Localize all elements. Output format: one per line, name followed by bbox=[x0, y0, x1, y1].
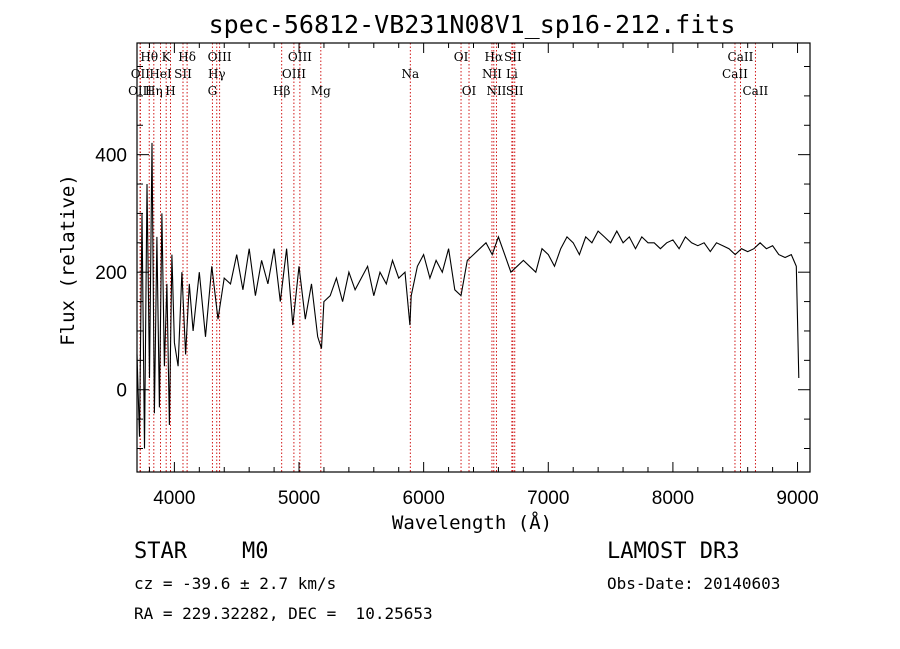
coordinates: RA = 229.32282, DEC = 10.25653 bbox=[134, 604, 433, 623]
spectral-line-label: NII bbox=[482, 67, 502, 81]
observation-date: Obs-Date: 20140603 bbox=[607, 574, 781, 593]
y-tick-label: 0 bbox=[116, 381, 127, 402]
spectral-line-label: G bbox=[208, 84, 218, 98]
y-tick-label: 200 bbox=[95, 263, 127, 284]
spectral-line-label: HeI bbox=[149, 67, 172, 81]
x-axis-label: Wavelength (Å) bbox=[392, 511, 552, 534]
chart-title: spec-56812-VB231N08V1_sp16-212.fits bbox=[209, 10, 736, 39]
spectral-line-label: OI bbox=[462, 84, 477, 98]
x-axis-ticks: 4000 5000 6000 7000 8000 9000 bbox=[148, 43, 819, 509]
object-class: STAR bbox=[134, 539, 187, 564]
spectral-line-label: SII bbox=[506, 84, 524, 98]
spectral-line-label: OIII bbox=[128, 84, 152, 98]
spectral-line-label: Hθ bbox=[140, 50, 158, 64]
y-axis-label: Flux (relative) bbox=[57, 174, 79, 346]
spectral-line-label: Hδ bbox=[178, 50, 196, 64]
redshift-cz: cz = -39.6 ± 2.7 km/s bbox=[134, 574, 337, 593]
x-tick-label: 6000 bbox=[403, 488, 445, 509]
spectral-line-label: Mg bbox=[311, 84, 331, 98]
x-tick-label: 7000 bbox=[527, 488, 569, 509]
spectral-line-markers bbox=[139, 43, 756, 472]
object-subclass: M0 bbox=[242, 539, 269, 564]
spectral-line-label: Na bbox=[401, 67, 419, 81]
spectral-line-label: CaII bbox=[742, 84, 768, 98]
spectrum-series-line bbox=[136, 142, 800, 449]
spectral-line-label: CaII bbox=[722, 67, 748, 81]
spectral-line-label: OIII bbox=[288, 50, 312, 64]
x-tick-label: 8000 bbox=[652, 488, 694, 509]
spectral-line-label: OI bbox=[454, 50, 469, 64]
spectral-line-label: H bbox=[165, 84, 175, 98]
spectral-line-label: Hα bbox=[485, 50, 504, 64]
spectral-line-label: SII bbox=[174, 67, 192, 81]
x-tick-label: 5000 bbox=[278, 488, 320, 509]
spectral-line-label: K bbox=[162, 50, 172, 64]
plot-frame bbox=[136, 42, 811, 473]
y-tick-label: 400 bbox=[95, 146, 127, 167]
survey-name: LAMOST DR3 bbox=[607, 539, 740, 564]
spectral-line-label: CaII bbox=[728, 50, 754, 64]
spectral-line-label: Hη bbox=[145, 84, 163, 98]
spectral-line-label: Hγ bbox=[208, 67, 226, 81]
spectral-line-label: Hβ bbox=[273, 84, 290, 98]
y-axis-ticks: 0 200 400 bbox=[95, 66, 810, 449]
spectral-line-label: Li bbox=[506, 67, 518, 81]
x-tick-label: 4000 bbox=[153, 488, 195, 509]
spectral-line-label: OIII bbox=[282, 67, 306, 81]
x-tick-label: 9000 bbox=[776, 488, 818, 509]
spectral-line-label: SII bbox=[504, 50, 522, 64]
spectral-line-label: NII bbox=[486, 84, 506, 98]
spectral-line-label: OIII bbox=[208, 50, 232, 64]
spectral-line-label: OII bbox=[131, 67, 151, 81]
